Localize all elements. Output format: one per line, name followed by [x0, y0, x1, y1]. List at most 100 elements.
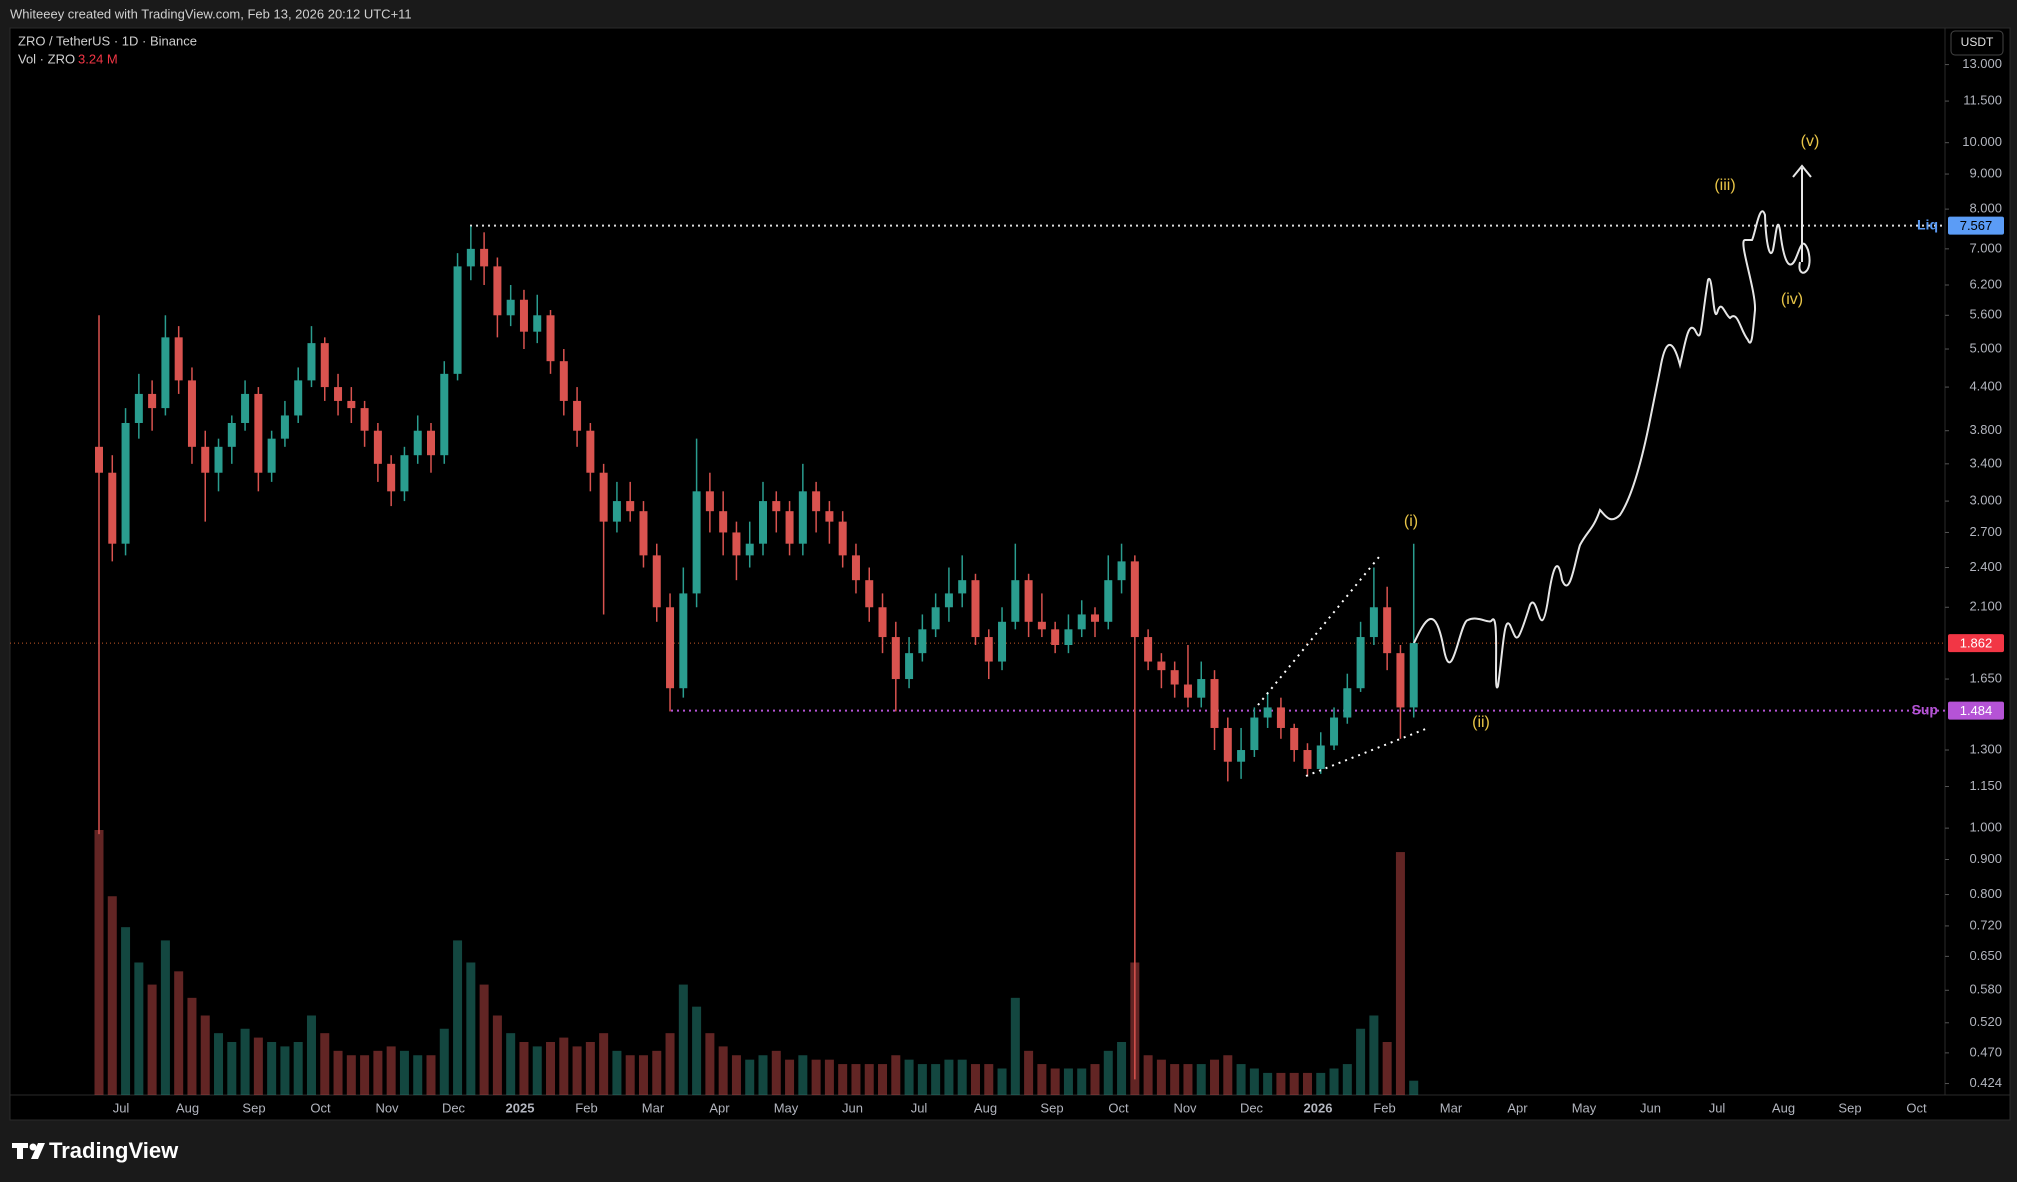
- candle-body: [360, 408, 369, 431]
- candle-body: [1104, 580, 1113, 622]
- level-price: 7.567: [1960, 218, 1993, 233]
- volume-bar: [1050, 1068, 1060, 1095]
- volume-bar: [160, 940, 170, 1095]
- volume-bar: [785, 1059, 795, 1095]
- candle-body: [772, 501, 781, 512]
- candle-body: [506, 299, 515, 316]
- candle-body: [1263, 707, 1272, 718]
- volume-bar: [306, 1015, 316, 1095]
- volume-bar: [612, 1050, 622, 1095]
- x-tick-label: Oct: [1906, 1100, 1927, 1115]
- x-tick-label: Jun: [842, 1100, 863, 1115]
- candle-body: [108, 472, 117, 544]
- volume-bar: [333, 1050, 343, 1095]
- candle-body: [878, 607, 887, 638]
- x-tick-label: May: [774, 1100, 799, 1115]
- currency-button[interactable]: [1950, 30, 2004, 56]
- x-tick-label: Aug: [176, 1100, 199, 1115]
- logo: [12, 1143, 45, 1159]
- candle-body: [1396, 653, 1405, 708]
- projection-arrowhead: [1792, 164, 1812, 178]
- volume-bar: [1010, 997, 1020, 1095]
- candle-body: [1024, 580, 1033, 622]
- volume-legend-value: 3.24 M: [78, 51, 118, 66]
- candle-body: [1210, 679, 1219, 728]
- y-tick-label: 5.000: [1969, 340, 2002, 355]
- candle-body: [466, 248, 475, 267]
- candle-body: [1183, 684, 1192, 698]
- candle-body: [227, 422, 236, 447]
- logo-mark: [12, 1143, 28, 1159]
- x-tick-label: Apr: [709, 1100, 730, 1115]
- volume-bar: [1236, 1064, 1246, 1095]
- y-tick-label: 0.800: [1969, 886, 2002, 901]
- volume-bar: [678, 984, 688, 1095]
- candle-body: [280, 415, 289, 439]
- volume-bar: [745, 1059, 755, 1095]
- y-tick-label: 6.200: [1969, 276, 2002, 291]
- volume-bar: [957, 1059, 967, 1095]
- volume-bar: [1183, 1064, 1193, 1095]
- candle-body: [1290, 727, 1299, 751]
- volume-bar: [692, 1006, 702, 1095]
- candle-body: [612, 501, 621, 522]
- candle-body: [1157, 661, 1166, 671]
- x-tick-label: Aug: [1772, 1100, 1795, 1115]
- y-tick-label: 0.720: [1969, 917, 2002, 932]
- volume-bar: [944, 1059, 954, 1095]
- candle-body: [759, 501, 767, 544]
- level-name: Sup: [1912, 701, 1938, 717]
- candle-body: [373, 430, 382, 464]
- volume-bar: [453, 940, 463, 1095]
- wave-label: (v): [1801, 133, 1820, 150]
- candle-body: [1091, 614, 1099, 622]
- volume-bar: [1156, 1059, 1166, 1095]
- x-tick-label: Jun: [1640, 1100, 1661, 1115]
- candle-body: [891, 637, 900, 680]
- x-tick-label: Oct: [310, 1100, 331, 1115]
- volume-bar: [439, 1028, 449, 1095]
- current-price: 1.862: [1960, 636, 1993, 651]
- candle-body: [1330, 717, 1339, 746]
- candle-body: [652, 555, 661, 608]
- wave-label: (iv): [1781, 291, 1803, 308]
- volume-bar: [386, 1046, 396, 1095]
- y-tick-label: 2.100: [1969, 599, 2002, 614]
- candle-body: [320, 343, 329, 388]
- candle-body: [1409, 643, 1418, 708]
- volume-bar: [519, 1042, 529, 1095]
- x-tick-label: Feb: [575, 1100, 597, 1115]
- volume-bar: [227, 1042, 237, 1095]
- candle-body: [480, 248, 489, 267]
- volume-bar: [1329, 1068, 1339, 1095]
- volume-bar: [638, 1055, 648, 1095]
- candle-body: [971, 580, 980, 638]
- plot: [10, 224, 1945, 1095]
- volume-bar: [147, 984, 157, 1095]
- candle-body: [944, 593, 953, 608]
- x-tick-label: Aug: [974, 1100, 997, 1115]
- volume-bar: [758, 1055, 768, 1095]
- logo-mark: [31, 1143, 45, 1159]
- candle-body: [187, 380, 196, 447]
- volume-bar: [1395, 852, 1405, 1095]
- volume-bar: [970, 1064, 980, 1095]
- candle-body: [1170, 670, 1179, 685]
- candle-body: [267, 438, 276, 473]
- volume-bar: [1024, 1050, 1034, 1095]
- x-tick-label: Sep: [1040, 1100, 1063, 1115]
- volume-bar: [771, 1050, 781, 1095]
- candle-body: [905, 653, 914, 680]
- volume-bar: [1223, 1055, 1233, 1095]
- volume-bar: [346, 1055, 356, 1095]
- candle-body: [1383, 607, 1392, 654]
- volume-bar: [479, 984, 489, 1095]
- candle-body: [586, 430, 595, 473]
- candle-body: [307, 343, 316, 381]
- y-tick-label: 10.000: [1962, 134, 2002, 149]
- candle-body: [851, 555, 860, 581]
- volume-bar: [253, 1037, 263, 1095]
- y-tick-label: 1.000: [1969, 820, 2002, 835]
- y-tick-label: 3.000: [1969, 493, 2002, 508]
- candle-body: [1037, 621, 1046, 630]
